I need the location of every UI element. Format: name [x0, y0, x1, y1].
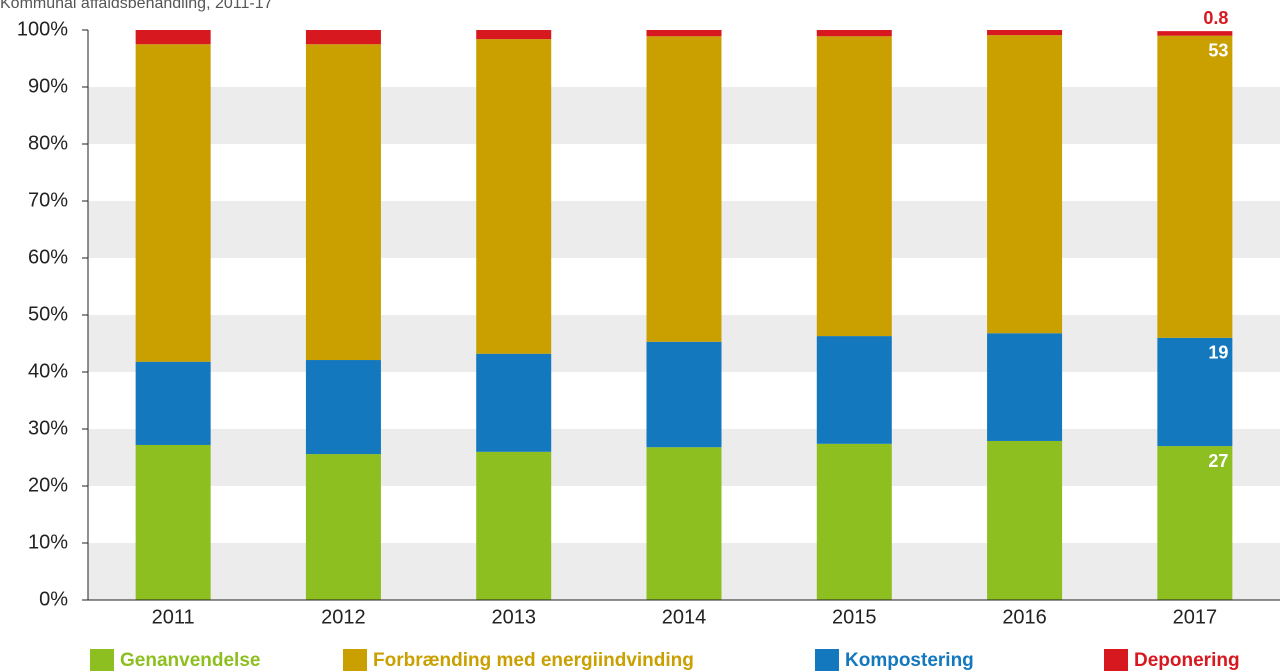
x-tick-label: 2013	[491, 606, 536, 628]
y-tick-label: 30%	[28, 417, 68, 439]
x-tick-label: 2014	[662, 606, 707, 628]
x-tick-label: 2017	[1173, 606, 1218, 628]
data-label: 19	[1208, 343, 1228, 363]
bar-segment	[646, 341, 722, 448]
legend-swatch	[343, 649, 367, 671]
legend-label: Forbrænding med energiindvinding	[373, 650, 694, 671]
bar-segment	[646, 447, 722, 600]
y-tick-label: 100%	[17, 18, 68, 40]
bar-segment	[476, 30, 552, 40]
bar-segment	[305, 454, 381, 600]
bar-segment	[987, 440, 1063, 600]
x-tick-label: 2012	[321, 606, 366, 628]
chart-title: Kommunal affaldsbehandling, 2011-17	[0, 0, 273, 12]
bar-segment	[135, 361, 211, 445]
bar-segment	[305, 44, 381, 361]
bar-segment	[987, 35, 1063, 334]
y-tick-label: 80%	[28, 132, 68, 154]
bar-segment	[816, 336, 892, 444]
x-tick-label: 2011	[152, 606, 195, 628]
bar-segment	[476, 39, 552, 354]
bar-segment	[305, 30, 381, 45]
y-tick-label: 10%	[28, 531, 68, 553]
bar-segment	[135, 30, 211, 45]
bar-segment	[305, 360, 381, 455]
y-tick-label: 0%	[39, 588, 68, 610]
y-tick-label: 60%	[28, 246, 68, 268]
y-tick-label: 20%	[28, 474, 68, 496]
legend-label: Deponering	[1134, 650, 1240, 671]
data-label: 0.8	[1203, 8, 1228, 28]
bar-segment	[816, 36, 892, 337]
legend-swatch	[1104, 649, 1128, 671]
bar-segment	[646, 30, 722, 37]
bar-segment	[476, 353, 552, 452]
y-tick-label: 50%	[28, 303, 68, 325]
bar-segment	[816, 443, 892, 600]
bar-segment	[1157, 31, 1233, 36]
bar-segment	[135, 44, 211, 362]
y-tick-label: 40%	[28, 360, 68, 382]
bar-segment	[987, 333, 1063, 441]
bar-segment	[816, 30, 892, 37]
bar-segment	[646, 36, 722, 342]
bar-segment	[987, 30, 1063, 36]
legend-label: Genanvendelse	[120, 650, 260, 671]
legend-swatch	[815, 649, 839, 671]
x-tick-label: 2016	[1002, 606, 1047, 628]
bar-segment	[1157, 446, 1233, 600]
y-tick-label: 70%	[28, 189, 68, 211]
bar-segment	[1157, 35, 1233, 338]
legend-swatch	[90, 649, 114, 671]
bar-segment	[135, 444, 211, 600]
y-tick-label: 90%	[28, 75, 68, 97]
bar-segment	[476, 451, 552, 600]
x-tick-label: 2015	[832, 606, 877, 628]
data-label: 53	[1208, 40, 1228, 60]
data-label: 27	[1208, 451, 1228, 471]
legend-label: Kompostering	[845, 650, 974, 671]
bar-segment	[1157, 337, 1233, 447]
